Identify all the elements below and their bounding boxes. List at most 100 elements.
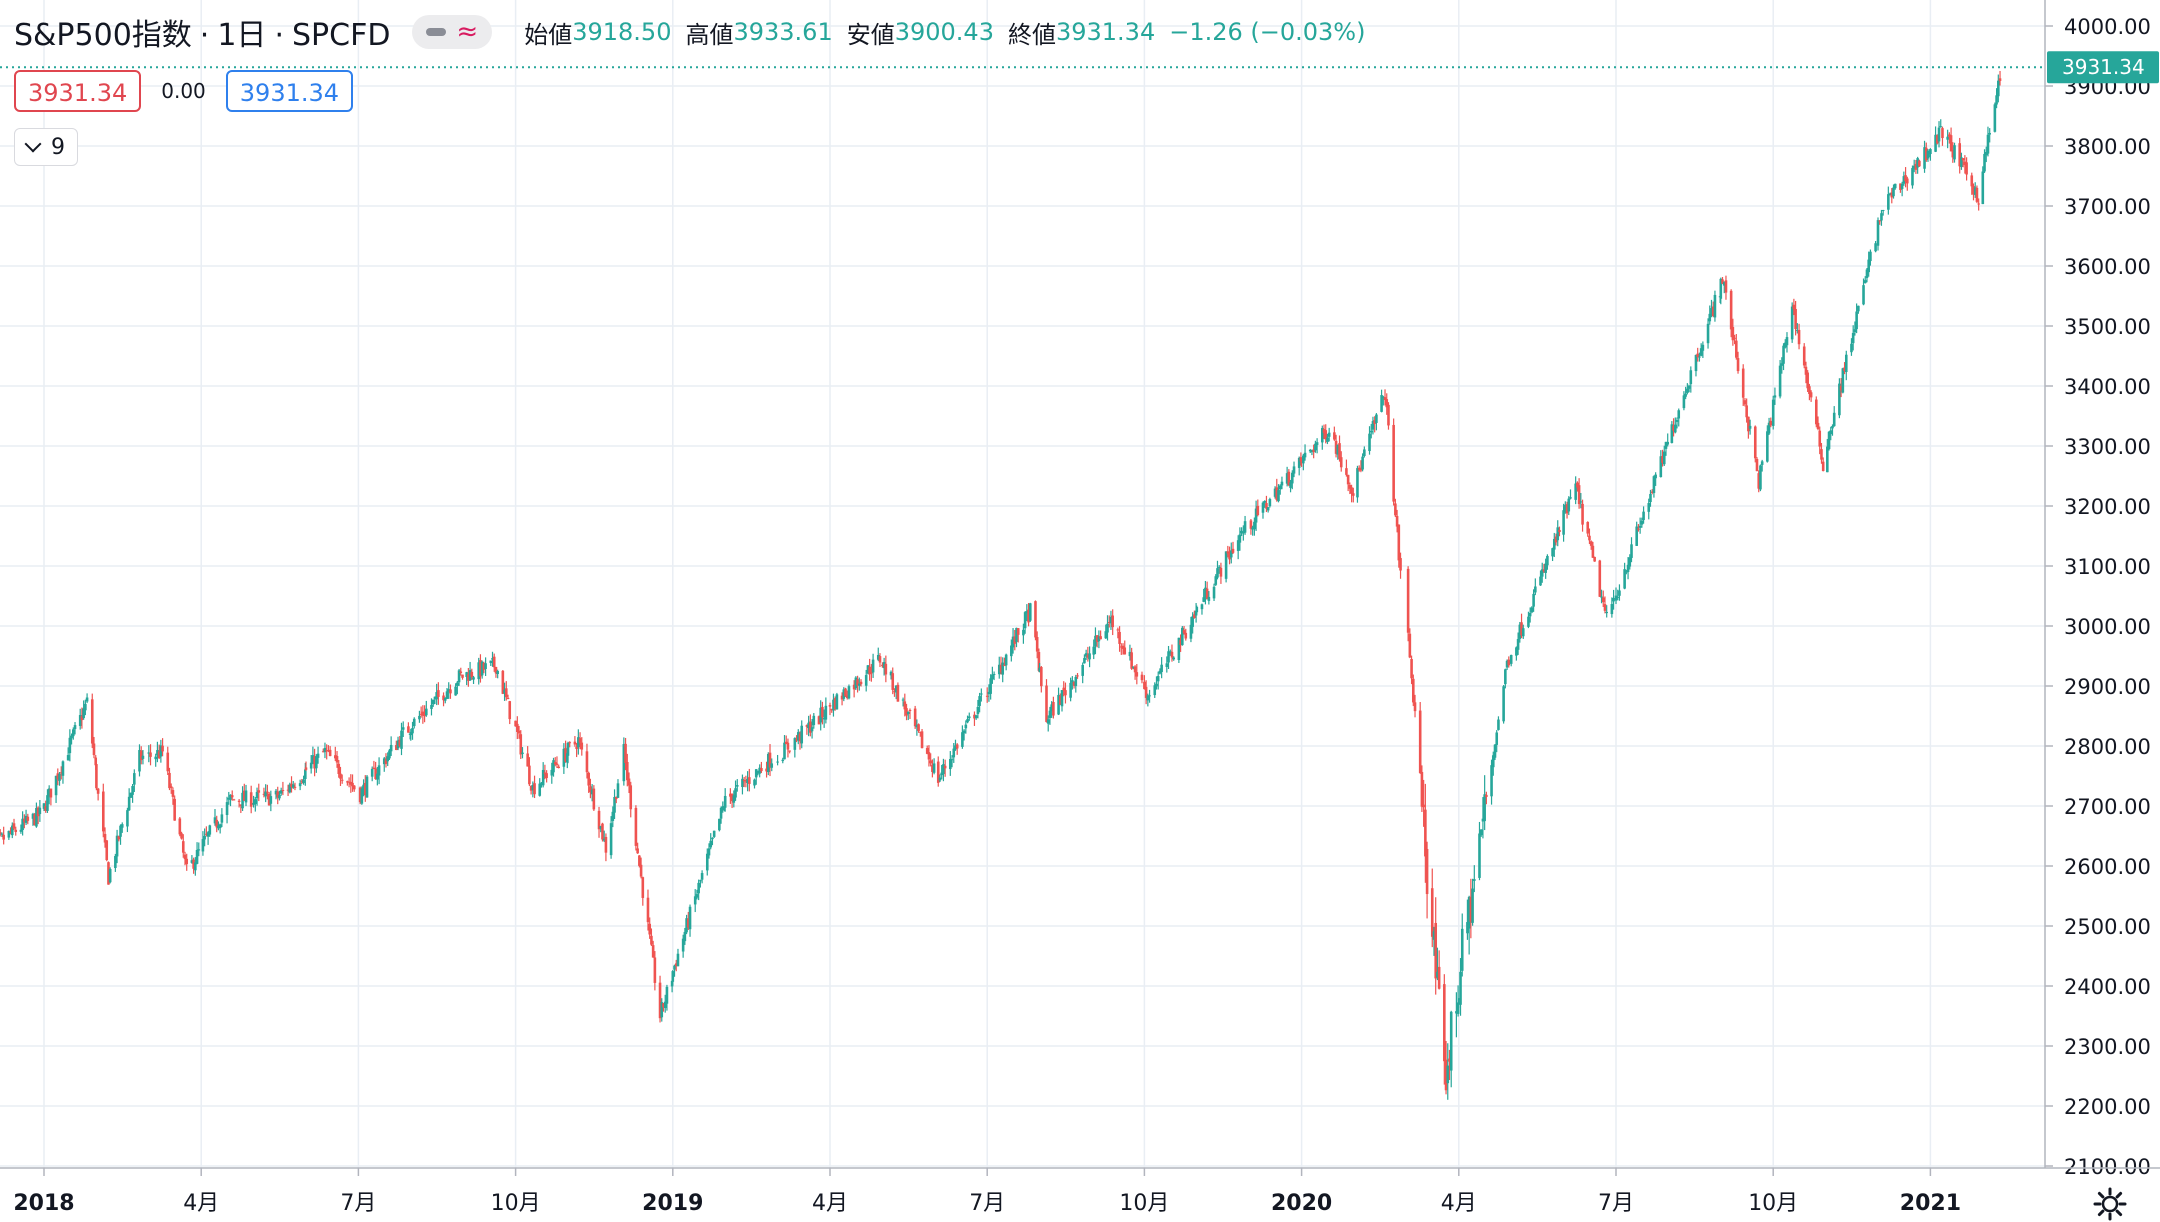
candle-body <box>1869 251 1872 262</box>
candle <box>1900 181 1904 197</box>
candle-body <box>673 965 676 970</box>
candle-body <box>1231 548 1235 553</box>
candle-body <box>1195 606 1199 613</box>
candle <box>1350 484 1353 503</box>
candle-body <box>1534 586 1537 593</box>
candle <box>178 816 182 837</box>
candle <box>1263 500 1267 508</box>
candle-body <box>978 696 981 706</box>
candle-body <box>810 727 814 732</box>
candle-body <box>1361 456 1364 470</box>
candle <box>1785 332 1789 353</box>
candle-body <box>1422 804 1425 808</box>
candle-body <box>201 839 205 852</box>
candle <box>173 795 176 821</box>
candle-body <box>719 807 723 819</box>
candle <box>1280 476 1284 490</box>
candle-body <box>800 725 804 744</box>
candle-body <box>1767 422 1771 434</box>
candle <box>931 759 934 778</box>
candle-body <box>658 982 662 1019</box>
candle-body <box>896 684 900 702</box>
candle-body <box>1133 666 1137 673</box>
candle-body <box>809 721 812 733</box>
candle <box>1729 289 1733 338</box>
candle <box>746 771 749 792</box>
candle <box>257 783 261 802</box>
candle-body <box>181 841 185 853</box>
candlestick-series[interactable] <box>0 70 2002 1100</box>
time-tick-label: 2021 <box>1900 1191 1961 1216</box>
candle <box>697 879 700 901</box>
buy-price-button[interactable]: 3931.34 <box>225 70 354 112</box>
candle <box>884 655 888 683</box>
candle <box>1179 634 1182 652</box>
candle-body <box>208 825 212 835</box>
candle-body <box>496 671 499 674</box>
candle-body <box>1878 220 1882 222</box>
candle <box>1591 541 1595 558</box>
candle <box>1491 751 1495 776</box>
candle-body <box>1628 557 1632 567</box>
change-value: −1.26 (−0.03%) <box>1169 18 1366 46</box>
candle-body <box>1285 473 1289 484</box>
candle <box>1832 406 1836 427</box>
candle <box>599 825 603 833</box>
candle-body <box>1455 1011 1458 1014</box>
candle <box>49 788 53 806</box>
candle <box>1352 487 1355 503</box>
candle-body <box>1064 690 1067 696</box>
candle-body <box>864 675 868 686</box>
candle-body <box>634 807 638 846</box>
indicators-collapse-button[interactable]: 9 <box>14 128 78 166</box>
candle <box>396 736 400 751</box>
candle-body <box>241 792 244 809</box>
candle <box>517 725 521 739</box>
candle-body <box>1229 550 1233 558</box>
candle <box>817 715 821 725</box>
candle <box>1961 158 1965 168</box>
candle <box>1551 547 1554 562</box>
gear-icon[interactable] <box>2092 1186 2128 1222</box>
candle-body <box>1204 587 1207 600</box>
candle-body <box>254 799 257 804</box>
candle-body <box>1865 269 1869 279</box>
candle-body <box>468 670 472 681</box>
candle <box>201 831 205 856</box>
series-visibility-toggle[interactable]: ≈ <box>412 15 493 49</box>
sell-price-button[interactable]: 3931.34 <box>14 70 142 112</box>
candle <box>0 832 4 838</box>
candle-body <box>531 784 535 791</box>
candle-body <box>891 673 895 690</box>
candle <box>418 710 421 723</box>
candle-body <box>1977 203 1980 205</box>
candle <box>1473 865 1476 893</box>
time-axis[interactable]: 2018 4月 7月 10月 2019 4月 7月 10月 2020 4月 7月 10月 2021 <box>0 1167 2160 1222</box>
candle-body <box>183 854 187 860</box>
candle-body <box>1773 395 1777 398</box>
price-axis[interactable]: 4000.003900.003800.003700.003600.003500.… <box>2044 0 2160 1222</box>
candle-body <box>760 768 763 772</box>
candle-body <box>1336 444 1340 455</box>
candle <box>602 830 606 843</box>
candle <box>1493 744 1497 761</box>
legend-title[interactable]: S&P500指数 · 1日 · SPCFD <box>14 10 390 54</box>
price-tick-label: 3500.00 <box>2064 315 2151 339</box>
candle <box>2 826 5 845</box>
candle <box>526 746 529 767</box>
candle-body <box>1040 667 1043 687</box>
candle <box>384 753 388 768</box>
candle-body <box>641 877 645 898</box>
candle-body <box>1558 529 1561 533</box>
candle-body <box>1853 329 1857 333</box>
candle-body <box>1893 183 1897 189</box>
candle-body <box>1467 896 1471 929</box>
candle-body <box>744 781 748 783</box>
candle-body <box>291 784 295 788</box>
candle-body <box>517 730 521 734</box>
candle-body <box>980 693 983 695</box>
candle-body <box>997 664 1001 675</box>
candle <box>1214 574 1218 587</box>
candle <box>753 778 756 789</box>
